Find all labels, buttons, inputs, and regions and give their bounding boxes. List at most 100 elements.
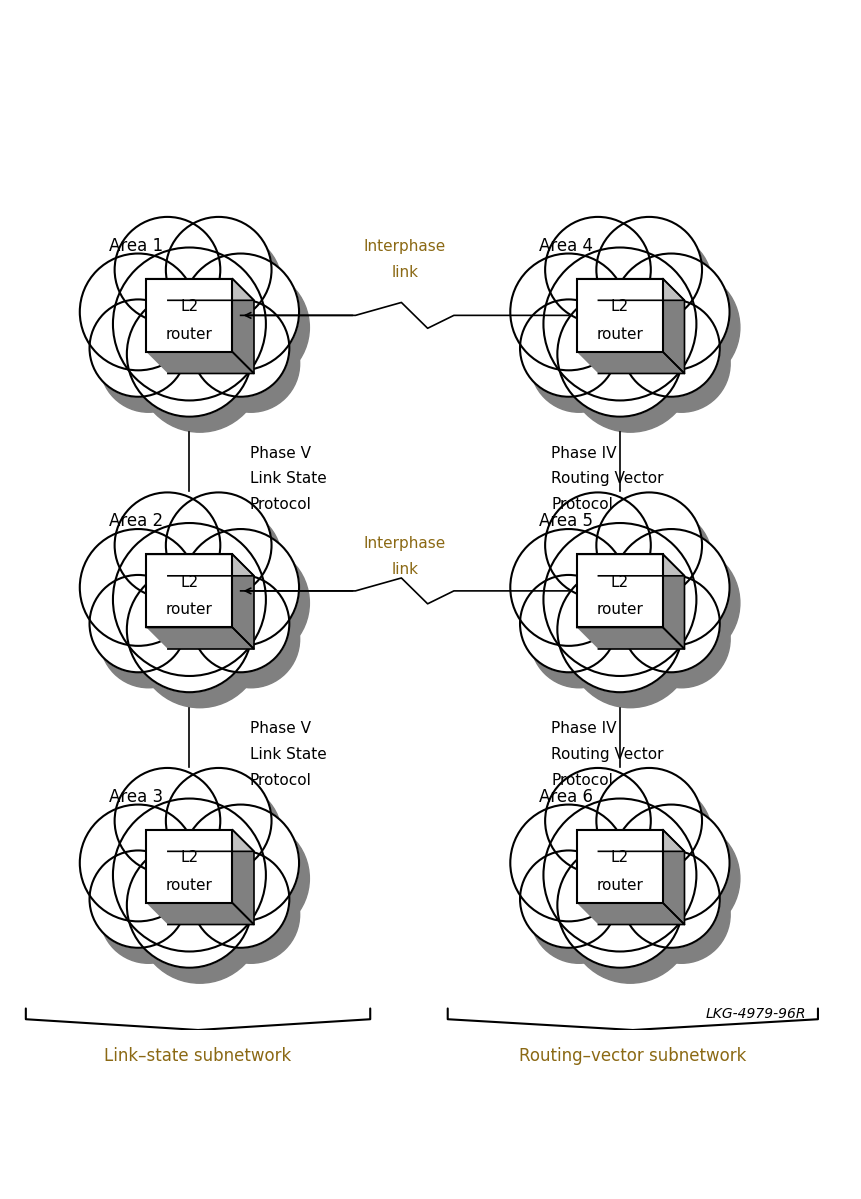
Text: Phase V: Phase V [250, 721, 311, 736]
Circle shape [623, 850, 720, 947]
Text: Protocol: Protocol [551, 498, 613, 512]
Circle shape [115, 493, 220, 598]
Text: Link State: Link State [250, 471, 326, 487]
Circle shape [623, 576, 720, 673]
Bar [577, 279, 663, 353]
Text: L2: L2 [610, 574, 629, 590]
Text: router: router [166, 327, 213, 342]
Circle shape [202, 315, 300, 412]
Circle shape [166, 767, 271, 874]
Circle shape [127, 567, 252, 692]
Circle shape [183, 253, 299, 370]
Polygon shape [232, 554, 254, 649]
Circle shape [557, 843, 683, 968]
Circle shape [633, 866, 730, 963]
Polygon shape [232, 830, 254, 924]
Text: Area 4: Area 4 [539, 236, 593, 254]
Text: Interphase: Interphase [363, 536, 446, 552]
Polygon shape [663, 554, 684, 649]
Polygon shape [577, 353, 684, 373]
Circle shape [193, 544, 309, 662]
Polygon shape [146, 353, 254, 373]
Text: Area 1: Area 1 [108, 236, 163, 254]
Circle shape [597, 767, 702, 874]
Circle shape [125, 508, 231, 614]
Circle shape [193, 820, 309, 936]
Circle shape [127, 843, 252, 968]
Circle shape [80, 805, 196, 921]
Circle shape [521, 544, 637, 662]
Text: LKG-4979-96R: LKG-4979-96R [706, 1007, 807, 1022]
Text: Area 2: Area 2 [108, 512, 163, 530]
Circle shape [613, 529, 729, 646]
Text: Protocol: Protocol [551, 773, 613, 788]
Circle shape [555, 783, 661, 890]
Text: Phase V: Phase V [250, 446, 311, 460]
Circle shape [80, 253, 196, 370]
Circle shape [597, 217, 702, 323]
Text: Phase IV: Phase IV [551, 721, 616, 736]
Bar [146, 830, 232, 903]
Circle shape [520, 576, 617, 673]
Text: Link State: Link State [250, 747, 326, 763]
Circle shape [125, 783, 231, 890]
Circle shape [192, 850, 289, 947]
Circle shape [545, 493, 651, 598]
Circle shape [530, 866, 628, 963]
Circle shape [530, 315, 628, 412]
Circle shape [90, 300, 187, 397]
Text: Protocol: Protocol [250, 498, 312, 512]
Text: L2: L2 [180, 850, 199, 866]
Circle shape [113, 799, 266, 952]
Circle shape [557, 567, 683, 692]
Text: Routing Vector: Routing Vector [551, 747, 664, 763]
Polygon shape [232, 279, 254, 373]
Text: link: link [391, 265, 418, 279]
Circle shape [123, 263, 276, 416]
Text: Area 6: Area 6 [539, 788, 593, 806]
Circle shape [100, 590, 197, 688]
Text: router: router [166, 878, 213, 893]
Circle shape [166, 493, 271, 598]
Circle shape [100, 315, 197, 412]
Circle shape [597, 493, 702, 598]
Text: Link–state subnetwork: Link–state subnetwork [104, 1047, 292, 1065]
Circle shape [511, 253, 627, 370]
Bar [146, 279, 232, 353]
Text: router: router [597, 602, 643, 617]
Circle shape [127, 291, 252, 417]
Circle shape [177, 508, 282, 614]
Polygon shape [146, 903, 254, 924]
Text: router: router [597, 327, 643, 342]
Circle shape [183, 805, 299, 921]
Bar [577, 554, 663, 627]
Text: router: router [597, 878, 643, 893]
Circle shape [613, 253, 729, 370]
Polygon shape [577, 554, 684, 576]
Circle shape [607, 508, 712, 614]
Text: Routing–vector subnetwork: Routing–vector subnetwork [519, 1047, 746, 1065]
Bar [146, 554, 232, 627]
Circle shape [607, 783, 712, 890]
Text: Interphase: Interphase [363, 239, 446, 254]
Circle shape [543, 799, 697, 952]
Circle shape [555, 233, 661, 338]
Text: Phase IV: Phase IV [551, 446, 616, 460]
Circle shape [613, 805, 729, 921]
Circle shape [123, 814, 276, 968]
Circle shape [90, 544, 207, 662]
Circle shape [607, 233, 712, 338]
Text: link: link [391, 562, 418, 577]
Polygon shape [577, 627, 684, 649]
Circle shape [113, 247, 266, 400]
Circle shape [521, 269, 637, 386]
Circle shape [177, 233, 282, 338]
Circle shape [633, 315, 730, 412]
Circle shape [623, 300, 720, 397]
Circle shape [520, 850, 617, 947]
Circle shape [137, 307, 263, 432]
Circle shape [90, 576, 187, 673]
Circle shape [543, 523, 697, 676]
Circle shape [80, 529, 196, 646]
Circle shape [567, 583, 693, 707]
